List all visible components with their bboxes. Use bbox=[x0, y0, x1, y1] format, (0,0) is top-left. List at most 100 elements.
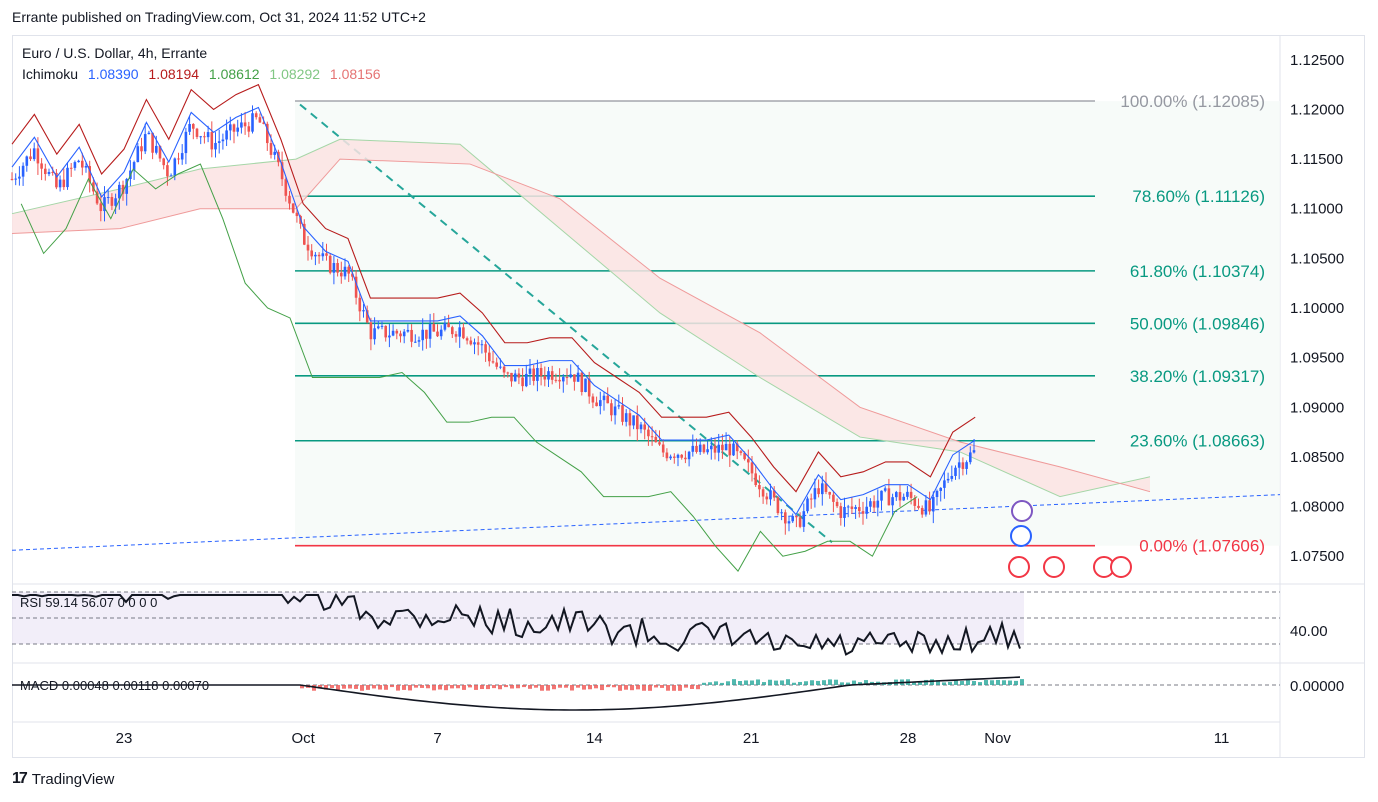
macd-y-tick: 0.00000 bbox=[1290, 678, 1344, 695]
macd-histogram-bar bbox=[792, 682, 796, 685]
macd-histogram-bar bbox=[582, 685, 586, 690]
candle-body bbox=[591, 396, 595, 403]
candle-body bbox=[284, 179, 288, 196]
macd-histogram-bar bbox=[570, 685, 574, 691]
candle-body bbox=[210, 132, 214, 150]
candle-body bbox=[869, 501, 872, 507]
candle-body bbox=[687, 451, 691, 460]
candle-body bbox=[613, 406, 617, 416]
candle-body bbox=[451, 327, 454, 335]
macd-histogram-bar bbox=[336, 685, 340, 691]
x-tick-label: Oct bbox=[292, 730, 316, 747]
macd-histogram-bar bbox=[822, 680, 826, 685]
ichimoku-senkou-a-value: 1.08292 bbox=[269, 66, 321, 82]
candle-body bbox=[21, 165, 25, 177]
symbol-legend[interactable]: Euro / U.S. Dollar, 4h, Errante bbox=[22, 45, 213, 61]
candle-body bbox=[95, 191, 99, 204]
macd-histogram-bar bbox=[984, 680, 988, 685]
candle-body bbox=[110, 197, 114, 206]
candle-body bbox=[236, 127, 239, 132]
candle-body bbox=[584, 378, 587, 393]
fib-level-label: 100.00% (1.12085) bbox=[1120, 92, 1265, 111]
candle-body bbox=[266, 123, 269, 144]
ichimoku-legend[interactable]: Ichimoku 1.08390 1.08194 1.08612 1.08292… bbox=[22, 66, 387, 82]
candle-body bbox=[229, 124, 232, 131]
macd-histogram-bar bbox=[954, 680, 958, 685]
candle-body bbox=[839, 506, 843, 518]
macd-histogram-bar bbox=[810, 680, 814, 685]
tradingview-brand[interactable]: 17 TradingView bbox=[12, 770, 114, 788]
ichimoku-tenkan-value: 1.08390 bbox=[87, 66, 139, 82]
candle-body bbox=[765, 496, 769, 500]
macd-histogram-bar bbox=[384, 685, 388, 690]
macd-histogram-bar bbox=[858, 682, 862, 685]
candle-body bbox=[913, 497, 917, 506]
macd-histogram-bar bbox=[780, 680, 784, 685]
macd-histogram-bar bbox=[720, 682, 724, 685]
candle-body bbox=[251, 113, 254, 132]
candle-body bbox=[887, 488, 891, 506]
candle-body bbox=[40, 163, 43, 169]
macd-histogram-bar bbox=[630, 685, 634, 691]
candle-body bbox=[417, 340, 421, 342]
y-tick-label: 1.12000 bbox=[1290, 101, 1344, 118]
candle-body bbox=[454, 334, 458, 337]
candle-body bbox=[351, 273, 354, 277]
candle-body bbox=[436, 331, 439, 337]
candle-body bbox=[328, 255, 332, 273]
x-tick-label: 21 bbox=[743, 730, 760, 747]
candle-body bbox=[180, 153, 184, 160]
macd-histogram-bar bbox=[816, 680, 820, 685]
candle-body bbox=[769, 490, 772, 500]
rsi-label: RSI 59.14 56.07 0 0 0 0 bbox=[20, 595, 157, 610]
macd-histogram-bar bbox=[786, 679, 790, 685]
candle-body bbox=[447, 323, 450, 328]
macd-histogram-bar bbox=[924, 679, 928, 685]
candle-body bbox=[525, 373, 528, 387]
candle-body bbox=[943, 480, 946, 488]
candle-body bbox=[77, 160, 80, 163]
candle-body bbox=[10, 178, 14, 180]
candle-body bbox=[724, 443, 728, 451]
macd-histogram-bar bbox=[648, 685, 652, 691]
candle-body bbox=[946, 478, 950, 481]
candle-body bbox=[595, 402, 598, 407]
candle-body bbox=[543, 375, 547, 380]
candle-body bbox=[698, 444, 702, 452]
candle-body bbox=[761, 489, 765, 497]
candle-body bbox=[458, 327, 461, 337]
macd-histogram-bar bbox=[966, 680, 970, 685]
fib-level-label: 23.60% (1.08663) bbox=[1130, 432, 1265, 451]
candle-body bbox=[758, 485, 761, 490]
candle-body bbox=[317, 254, 321, 257]
candle-body bbox=[58, 179, 62, 188]
candle-body bbox=[414, 341, 417, 343]
candle-body bbox=[550, 371, 554, 380]
candle-body bbox=[824, 483, 828, 492]
candle-body bbox=[47, 171, 51, 175]
candle-body bbox=[365, 310, 369, 323]
y-tick-label: 1.10500 bbox=[1290, 250, 1344, 267]
rsi-line bbox=[12, 592, 1021, 656]
candle-body bbox=[206, 132, 210, 138]
macd-histogram-bar bbox=[480, 685, 484, 690]
candle-body bbox=[710, 445, 713, 450]
candle-body bbox=[721, 444, 724, 451]
candle-body bbox=[669, 456, 672, 459]
candle-body bbox=[55, 172, 58, 188]
macd-histogram-bar bbox=[342, 685, 346, 689]
candle-body bbox=[177, 158, 180, 160]
macd-histogram-bar bbox=[510, 685, 514, 689]
candle-body bbox=[291, 203, 295, 213]
candle-body bbox=[66, 167, 69, 188]
candle-body bbox=[184, 131, 188, 154]
candle-body bbox=[380, 325, 384, 327]
candle-body bbox=[828, 491, 831, 495]
macd-histogram-bar bbox=[930, 679, 934, 685]
candle-body bbox=[628, 413, 632, 426]
candle-body bbox=[643, 424, 646, 430]
candle-body bbox=[169, 175, 173, 177]
senkou-span-b-line bbox=[11, 158, 1151, 493]
candle-body bbox=[140, 146, 143, 152]
